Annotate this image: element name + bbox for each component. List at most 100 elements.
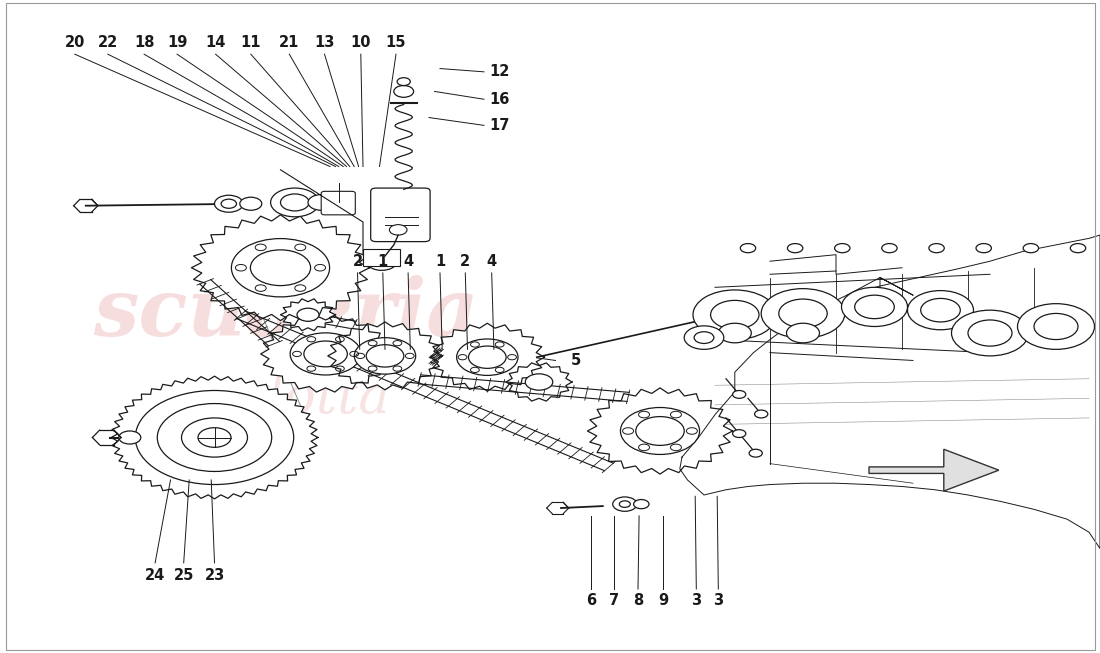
Circle shape	[157, 404, 272, 471]
Text: 17: 17	[490, 118, 510, 133]
Circle shape	[733, 390, 746, 398]
Text: 19: 19	[167, 35, 187, 50]
Circle shape	[1018, 304, 1094, 349]
Circle shape	[280, 194, 309, 211]
Polygon shape	[587, 388, 733, 474]
Text: 22: 22	[98, 35, 118, 50]
Circle shape	[297, 308, 319, 321]
Circle shape	[366, 252, 397, 270]
Circle shape	[619, 501, 630, 507]
Circle shape	[526, 374, 552, 390]
Circle shape	[718, 323, 751, 343]
Polygon shape	[430, 323, 544, 391]
Text: 7: 7	[608, 594, 619, 608]
Text: 11: 11	[241, 35, 261, 50]
Circle shape	[693, 290, 777, 340]
Circle shape	[240, 197, 262, 210]
FancyBboxPatch shape	[363, 249, 400, 266]
Text: 1: 1	[377, 254, 388, 268]
Circle shape	[921, 298, 960, 322]
Polygon shape	[869, 449, 999, 491]
Text: 5: 5	[571, 353, 581, 368]
Text: 24: 24	[145, 569, 165, 583]
Circle shape	[620, 407, 700, 454]
Circle shape	[469, 346, 506, 368]
Text: 9: 9	[658, 594, 669, 608]
Circle shape	[613, 497, 637, 511]
Circle shape	[1034, 313, 1078, 340]
Circle shape	[221, 199, 236, 208]
Text: 3: 3	[691, 594, 702, 608]
Circle shape	[788, 244, 803, 253]
Text: carlotta: carlotta	[182, 373, 390, 424]
Text: 8: 8	[632, 594, 644, 608]
Text: 18: 18	[134, 35, 154, 50]
Polygon shape	[111, 376, 318, 499]
Text: 2: 2	[352, 254, 363, 268]
Text: 13: 13	[315, 35, 334, 50]
Circle shape	[271, 188, 319, 217]
Circle shape	[119, 431, 141, 444]
Circle shape	[397, 78, 410, 86]
Text: 12: 12	[490, 65, 510, 79]
Text: 20: 20	[65, 35, 85, 50]
FancyBboxPatch shape	[321, 191, 355, 215]
Circle shape	[835, 244, 850, 253]
Circle shape	[684, 326, 724, 349]
Circle shape	[456, 339, 518, 375]
Polygon shape	[191, 215, 370, 321]
Polygon shape	[506, 363, 572, 401]
Text: 3: 3	[713, 594, 724, 608]
Text: 4: 4	[486, 254, 497, 268]
Text: 1: 1	[434, 254, 446, 268]
Circle shape	[1023, 244, 1038, 253]
Text: 4: 4	[403, 254, 414, 268]
Circle shape	[694, 332, 714, 343]
Text: 6: 6	[585, 594, 596, 608]
Circle shape	[908, 291, 974, 330]
Circle shape	[786, 323, 820, 343]
Text: 2: 2	[460, 254, 471, 268]
Circle shape	[290, 333, 361, 375]
Circle shape	[842, 287, 908, 326]
Circle shape	[976, 244, 991, 253]
Circle shape	[1070, 244, 1086, 253]
Polygon shape	[280, 299, 336, 330]
Circle shape	[952, 310, 1028, 356]
Circle shape	[251, 250, 310, 285]
Circle shape	[855, 295, 894, 319]
Circle shape	[755, 410, 768, 418]
Text: 14: 14	[206, 35, 225, 50]
Text: 23: 23	[205, 569, 224, 583]
Circle shape	[634, 500, 649, 509]
Circle shape	[636, 417, 684, 445]
Text: 25: 25	[174, 569, 194, 583]
Circle shape	[761, 289, 845, 338]
Circle shape	[304, 341, 348, 367]
Circle shape	[733, 430, 746, 438]
Circle shape	[198, 428, 231, 447]
Circle shape	[928, 244, 944, 253]
Text: 10: 10	[351, 35, 371, 50]
Circle shape	[711, 300, 759, 329]
Circle shape	[749, 449, 762, 457]
Circle shape	[231, 238, 330, 297]
Circle shape	[354, 338, 416, 374]
Circle shape	[389, 225, 407, 235]
Text: scuderia: scuderia	[94, 275, 478, 352]
Circle shape	[882, 244, 898, 253]
Circle shape	[182, 418, 248, 457]
Circle shape	[366, 345, 404, 367]
Circle shape	[135, 390, 294, 485]
Polygon shape	[261, 316, 390, 392]
Circle shape	[214, 195, 243, 212]
Polygon shape	[328, 322, 442, 390]
Text: 21: 21	[279, 35, 299, 50]
Circle shape	[308, 195, 334, 210]
Circle shape	[394, 86, 414, 97]
Circle shape	[968, 320, 1012, 346]
Circle shape	[779, 299, 827, 328]
Text: 16: 16	[490, 92, 510, 106]
FancyBboxPatch shape	[371, 188, 430, 242]
Text: 15: 15	[386, 35, 406, 50]
